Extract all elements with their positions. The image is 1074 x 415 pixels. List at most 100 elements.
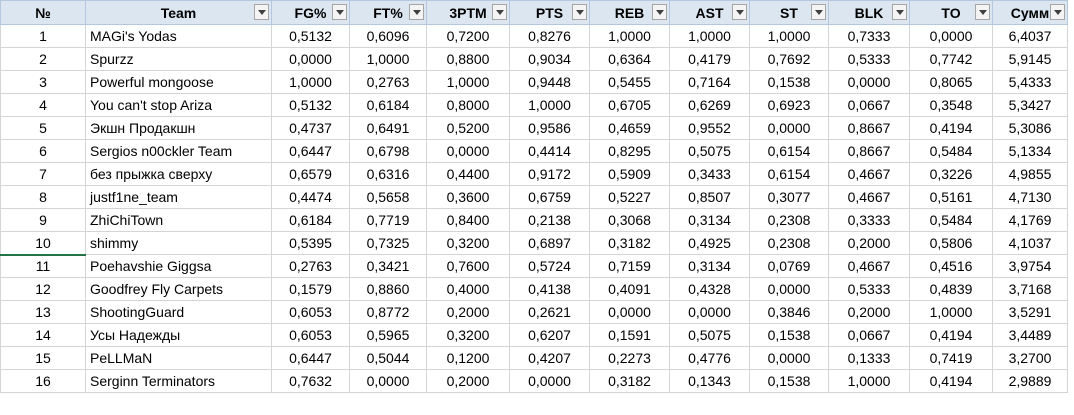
stat-cell[interactable]: 0,4207: [509, 346, 590, 370]
stat-cell[interactable]: 0,7742: [909, 47, 993, 71]
rank-cell[interactable]: 15: [0, 346, 86, 370]
team-name-cell[interactable]: shimmy: [85, 231, 272, 255]
stat-cell[interactable]: 0,6579: [271, 162, 350, 186]
filter-dropdown-button[interactable]: [254, 4, 269, 20]
column-header-10[interactable]: TO: [909, 0, 993, 25]
sum-cell[interactable]: 5,1334: [992, 139, 1068, 163]
filter-dropdown-button[interactable]: [652, 4, 667, 20]
stat-cell[interactable]: 0,9586: [509, 116, 590, 140]
stat-cell[interactable]: 0,5161: [909, 185, 993, 209]
stat-cell[interactable]: 0,3134: [669, 208, 750, 232]
filter-dropdown-button[interactable]: [732, 4, 747, 20]
stat-cell[interactable]: 0,5132: [271, 93, 350, 117]
stat-cell[interactable]: 0,7419: [909, 346, 993, 370]
stat-cell[interactable]: 0,4328: [669, 277, 750, 301]
stat-cell[interactable]: 0,4414: [509, 139, 590, 163]
stat-cell[interactable]: 0,4138: [509, 277, 590, 301]
stat-cell[interactable]: 0,4091: [589, 277, 670, 301]
stat-cell[interactable]: 0,1579: [271, 277, 350, 301]
stat-cell[interactable]: 0,6184: [349, 93, 427, 117]
stat-cell[interactable]: 0,4667: [828, 162, 910, 186]
stat-cell[interactable]: 0,5724: [509, 254, 590, 278]
stat-cell[interactable]: 0,1333: [828, 346, 910, 370]
stat-cell[interactable]: 0,7325: [349, 231, 427, 255]
stat-cell[interactable]: 1,0000: [589, 24, 670, 48]
stat-cell[interactable]: 1,0000: [426, 70, 510, 94]
stat-cell[interactable]: 0,3433: [669, 162, 750, 186]
sum-cell[interactable]: 3,5291: [992, 300, 1068, 324]
stat-cell[interactable]: 0,2763: [349, 70, 427, 94]
rank-cell[interactable]: 5: [0, 116, 86, 140]
stat-cell[interactable]: 0,8000: [426, 93, 510, 117]
column-header-8[interactable]: ST: [749, 0, 829, 25]
stat-cell[interactable]: 0,6053: [271, 300, 350, 324]
rank-cell[interactable]: 2: [0, 47, 86, 71]
stat-cell[interactable]: 0,0000: [349, 369, 427, 393]
stat-cell[interactable]: 0,5806: [909, 231, 993, 255]
stat-cell[interactable]: 0,6053: [271, 323, 350, 347]
sum-cell[interactable]: 3,7168: [992, 277, 1068, 301]
stat-cell[interactable]: 0,6364: [589, 47, 670, 71]
column-header-3[interactable]: FT%: [349, 0, 427, 25]
stat-cell[interactable]: 0,7719: [349, 208, 427, 232]
team-name-cell[interactable]: Goodfrey Fly Carpets: [85, 277, 272, 301]
team-name-cell[interactable]: justf1ne_team: [85, 185, 272, 209]
rank-cell[interactable]: 16: [0, 369, 86, 393]
stat-cell[interactable]: 0,2000: [828, 231, 910, 255]
stat-cell[interactable]: 0,3333: [828, 208, 910, 232]
stat-cell[interactable]: 0,1538: [749, 369, 829, 393]
sum-cell[interactable]: 4,7130: [992, 185, 1068, 209]
team-name-cell[interactable]: Poehavshie Giggsa: [85, 254, 272, 278]
stat-cell[interactable]: 0,4400: [426, 162, 510, 186]
team-name-cell[interactable]: Sergios n00ckler Team: [85, 139, 272, 163]
stat-cell[interactable]: 0,4667: [828, 254, 910, 278]
stat-cell[interactable]: 0,6897: [509, 231, 590, 255]
stat-cell[interactable]: 0,5333: [828, 47, 910, 71]
stat-cell[interactable]: 0,8667: [828, 139, 910, 163]
stat-cell[interactable]: 0,0000: [749, 346, 829, 370]
stat-cell[interactable]: 1,0000: [669, 24, 750, 48]
stat-cell[interactable]: 0,7632: [271, 369, 350, 393]
stat-cell[interactable]: 0,8507: [669, 185, 750, 209]
rank-cell[interactable]: 7: [0, 162, 86, 186]
stat-cell[interactable]: 0,6705: [589, 93, 670, 117]
stat-cell[interactable]: 0,6184: [271, 208, 350, 232]
stat-cell[interactable]: 0,3200: [426, 323, 510, 347]
rank-cell[interactable]: 3: [0, 70, 86, 94]
team-name-cell[interactable]: PeLLMaN: [85, 346, 272, 370]
stat-cell[interactable]: 0,6316: [349, 162, 427, 186]
sum-cell[interactable]: 3,4489: [992, 323, 1068, 347]
stat-cell[interactable]: 0,6096: [349, 24, 427, 48]
stat-cell[interactable]: 0,4737: [271, 116, 350, 140]
sum-cell[interactable]: 5,3086: [992, 116, 1068, 140]
stat-cell[interactable]: 0,0000: [749, 116, 829, 140]
stat-cell[interactable]: 0,5484: [909, 139, 993, 163]
stat-cell[interactable]: 0,0000: [509, 369, 590, 393]
stat-cell[interactable]: 0,8667: [828, 116, 910, 140]
filter-dropdown-button[interactable]: [492, 4, 507, 20]
column-header-4[interactable]: 3PTM: [426, 0, 510, 25]
stat-cell[interactable]: 0,5455: [589, 70, 670, 94]
stat-cell[interactable]: 0,9552: [669, 116, 750, 140]
stat-cell[interactable]: 0,2000: [828, 300, 910, 324]
sum-cell[interactable]: 5,3427: [992, 93, 1068, 117]
stat-cell[interactable]: 0,8276: [509, 24, 590, 48]
stat-cell[interactable]: 0,8800: [426, 47, 510, 71]
stat-cell[interactable]: 0,6759: [509, 185, 590, 209]
filter-dropdown-button[interactable]: [332, 4, 347, 20]
stat-cell[interactable]: 0,2138: [509, 208, 590, 232]
team-name-cell[interactable]: без прыжка сверху: [85, 162, 272, 186]
stat-cell[interactable]: 0,3548: [909, 93, 993, 117]
stat-cell[interactable]: 0,7164: [669, 70, 750, 94]
stat-cell[interactable]: 0,1200: [426, 346, 510, 370]
stat-cell[interactable]: 0,5132: [271, 24, 350, 48]
stat-cell[interactable]: 0,7333: [828, 24, 910, 48]
stat-cell[interactable]: 0,8065: [909, 70, 993, 94]
stat-cell[interactable]: 0,5909: [589, 162, 670, 186]
stat-cell[interactable]: 0,7200: [426, 24, 510, 48]
sum-cell[interactable]: 4,1769: [992, 208, 1068, 232]
stat-cell[interactable]: 0,2308: [749, 208, 829, 232]
sum-cell[interactable]: 4,9855: [992, 162, 1068, 186]
filter-dropdown-button[interactable]: [892, 4, 907, 20]
stat-cell[interactable]: 0,0000: [828, 70, 910, 94]
